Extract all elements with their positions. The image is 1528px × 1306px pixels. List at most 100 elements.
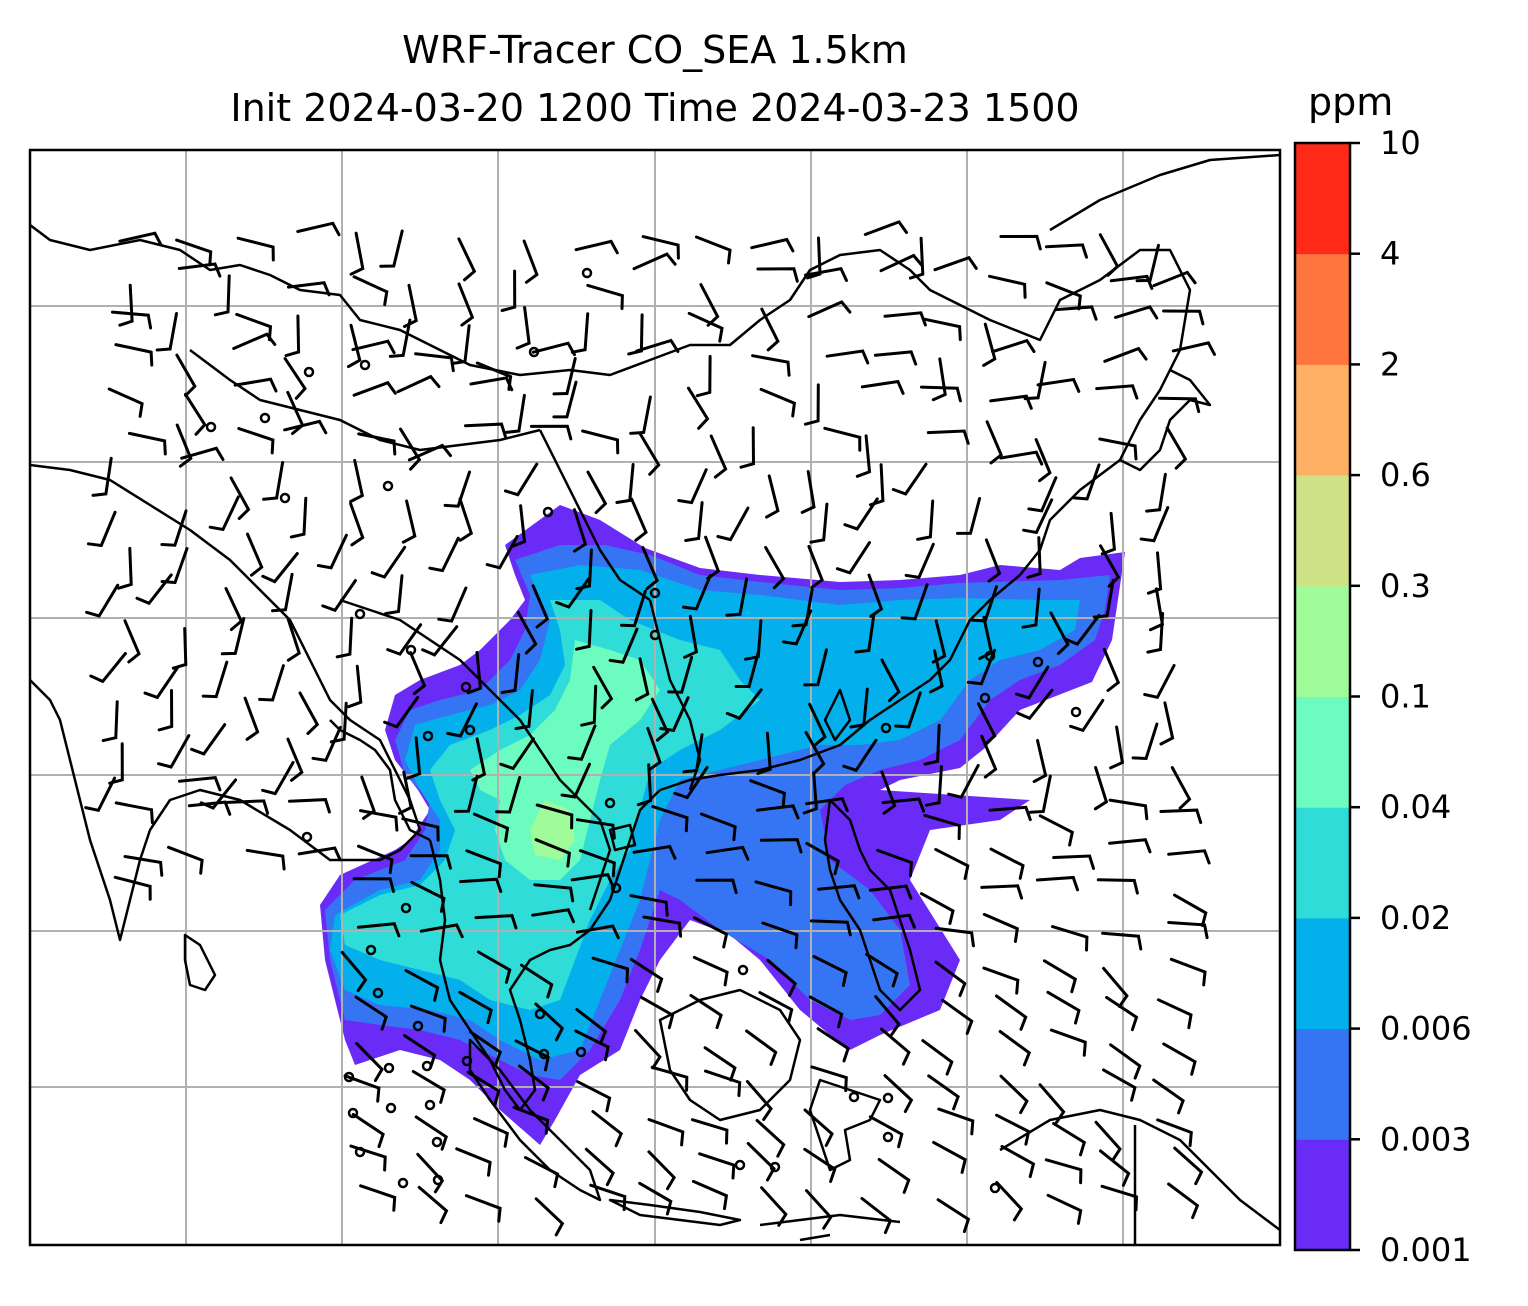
wind-barb <box>982 322 997 367</box>
wind-barb <box>581 429 620 455</box>
calm-wind-marker <box>424 1099 436 1111</box>
wind-barb <box>999 234 1042 251</box>
colorbar-segment <box>1295 807 1350 919</box>
wind-barb <box>184 392 207 436</box>
wind-barb <box>531 341 576 357</box>
wind-barb <box>989 394 1033 410</box>
wind-barb <box>399 427 422 471</box>
wind-barb <box>756 267 799 283</box>
wind-barb <box>1098 437 1138 461</box>
wind-barb <box>766 958 798 997</box>
wind-barb <box>101 700 119 743</box>
wind-barb <box>689 994 723 1030</box>
wind-barb <box>414 352 455 373</box>
wind-barb <box>868 884 913 900</box>
wind-barb <box>923 723 941 766</box>
wind-barb <box>379 229 404 268</box>
wind-barb <box>691 1179 729 1211</box>
wind-barb <box>936 1198 971 1234</box>
wind-barb <box>107 387 144 418</box>
wind-barb <box>258 664 285 702</box>
calm-wind-marker <box>1070 706 1082 718</box>
plot-subtitle: Init 2024-03-20 1200 Time 2024-03-23 150… <box>230 86 1080 130</box>
wind-barb <box>639 995 675 1030</box>
coastline-taiwan <box>823 688 852 742</box>
wind-barb <box>647 1150 676 1191</box>
wind-barb <box>1028 774 1052 814</box>
wind-barb <box>232 332 277 350</box>
calm-wind-marker <box>397 1177 409 1189</box>
coastline-sumatra <box>468 1038 602 1202</box>
wind-barb <box>641 235 680 260</box>
wind-barb <box>956 497 982 535</box>
wind-barb <box>1049 611 1070 655</box>
wind-barb <box>1165 426 1188 470</box>
wind-barb <box>416 1152 445 1194</box>
wind-barb <box>512 1105 550 1135</box>
wind-barb <box>989 847 1025 880</box>
wind-barb <box>694 235 732 265</box>
wind-barb <box>634 657 650 702</box>
wind-barb <box>980 884 1024 900</box>
wind-barb <box>759 838 803 854</box>
wind-barb <box>552 357 577 396</box>
wind-barb <box>396 374 441 394</box>
wind-barb <box>693 916 729 949</box>
wind-barb <box>552 380 578 419</box>
wind-barb <box>1098 233 1120 277</box>
calm-wind-marker <box>880 722 892 734</box>
wind-barb <box>1046 990 1081 1025</box>
wind-barb <box>469 376 514 392</box>
wind-barb <box>1162 1042 1197 1076</box>
wind-barb <box>114 343 154 367</box>
wind-barb <box>805 1189 833 1230</box>
wind-barb <box>919 892 955 925</box>
wind-barb <box>923 813 961 841</box>
wind-barb <box>1173 1146 1204 1186</box>
wind-barb <box>213 274 231 317</box>
wind-barb <box>745 1029 778 1066</box>
wind-barb <box>417 1185 449 1225</box>
wind-barb <box>842 738 878 773</box>
wind-barb <box>515 306 531 350</box>
wind-barb <box>641 546 659 591</box>
wind-barb <box>1072 463 1101 501</box>
wind-barb <box>458 990 493 1025</box>
wind-barb <box>650 1065 689 1092</box>
wind-barb <box>881 797 926 813</box>
wind-barb <box>682 574 712 611</box>
calm-wind-marker <box>412 1020 424 1032</box>
wind-barb <box>421 625 459 657</box>
wind-barb <box>574 239 619 255</box>
wind-barb <box>349 502 365 547</box>
wind-barb <box>804 730 826 775</box>
wind-barb <box>1108 798 1149 821</box>
calm-wind-marker <box>372 987 384 999</box>
wind-barb <box>916 499 935 541</box>
colorbar-tick-label: 0.04 <box>1380 788 1451 826</box>
wind-barb <box>516 611 538 655</box>
wind-barb <box>1102 966 1129 1008</box>
colorbar-tick-label: 0.003 <box>1380 1120 1472 1158</box>
wind-barb <box>891 462 928 496</box>
wind-barb <box>1034 438 1052 483</box>
wind-barb <box>1102 647 1121 692</box>
wind-barb <box>1152 270 1197 288</box>
wind-barb <box>880 1027 911 1066</box>
wind-barb <box>1042 959 1078 994</box>
wind-barb <box>575 924 620 940</box>
wind-barb <box>667 656 694 694</box>
wind-barb <box>751 354 791 377</box>
wind-barb <box>1016 688 1054 721</box>
wind-barb <box>883 1074 914 1114</box>
wind-barb <box>1109 274 1154 290</box>
calm-wind-marker <box>464 724 476 736</box>
wind-barb <box>1051 925 1089 952</box>
calm-wind-marker <box>581 267 593 279</box>
wind-barb <box>289 496 308 539</box>
wind-barb <box>534 838 572 868</box>
wind-barb <box>288 798 331 814</box>
wind-barb <box>1114 305 1159 320</box>
wind-barb <box>698 1152 736 1180</box>
wind-barb <box>883 311 927 327</box>
